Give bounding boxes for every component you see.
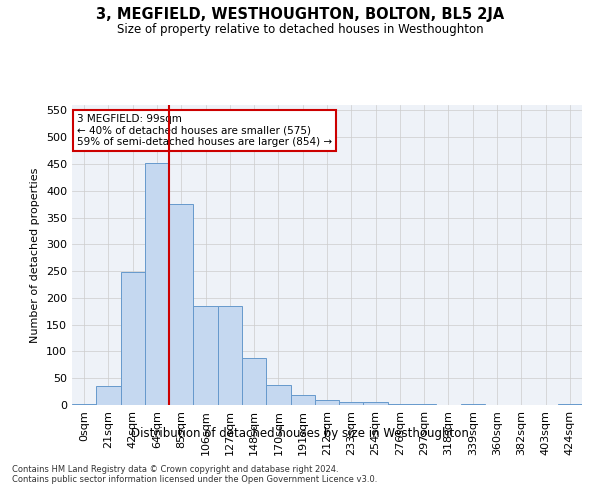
Bar	[290, 395, 315, 405]
Bar	[461, 404, 485, 405]
Bar	[218, 306, 242, 405]
Text: Contains public sector information licensed under the Open Government Licence v3: Contains public sector information licen…	[12, 476, 377, 484]
Text: Size of property relative to detached houses in Westhoughton: Size of property relative to detached ho…	[116, 22, 484, 36]
Bar	[412, 404, 436, 405]
Bar	[72, 404, 96, 405]
Bar	[558, 404, 582, 405]
Bar	[169, 204, 193, 405]
Y-axis label: Number of detached properties: Number of detached properties	[31, 168, 40, 342]
Text: Contains HM Land Registry data © Crown copyright and database right 2024.: Contains HM Land Registry data © Crown c…	[12, 466, 338, 474]
Text: 3, MEGFIELD, WESTHOUGHTON, BOLTON, BL5 2JA: 3, MEGFIELD, WESTHOUGHTON, BOLTON, BL5 2…	[96, 8, 504, 22]
Text: Distribution of detached houses by size in Westhoughton: Distribution of detached houses by size …	[131, 428, 469, 440]
Bar	[266, 385, 290, 405]
Bar	[121, 272, 145, 405]
Bar	[388, 404, 412, 405]
Bar	[364, 402, 388, 405]
Bar	[242, 358, 266, 405]
Bar	[96, 386, 121, 405]
Bar	[145, 163, 169, 405]
Bar	[193, 306, 218, 405]
Bar	[339, 402, 364, 405]
Bar	[315, 400, 339, 405]
Text: 3 MEGFIELD: 99sqm
← 40% of detached houses are smaller (575)
59% of semi-detache: 3 MEGFIELD: 99sqm ← 40% of detached hous…	[77, 114, 332, 147]
